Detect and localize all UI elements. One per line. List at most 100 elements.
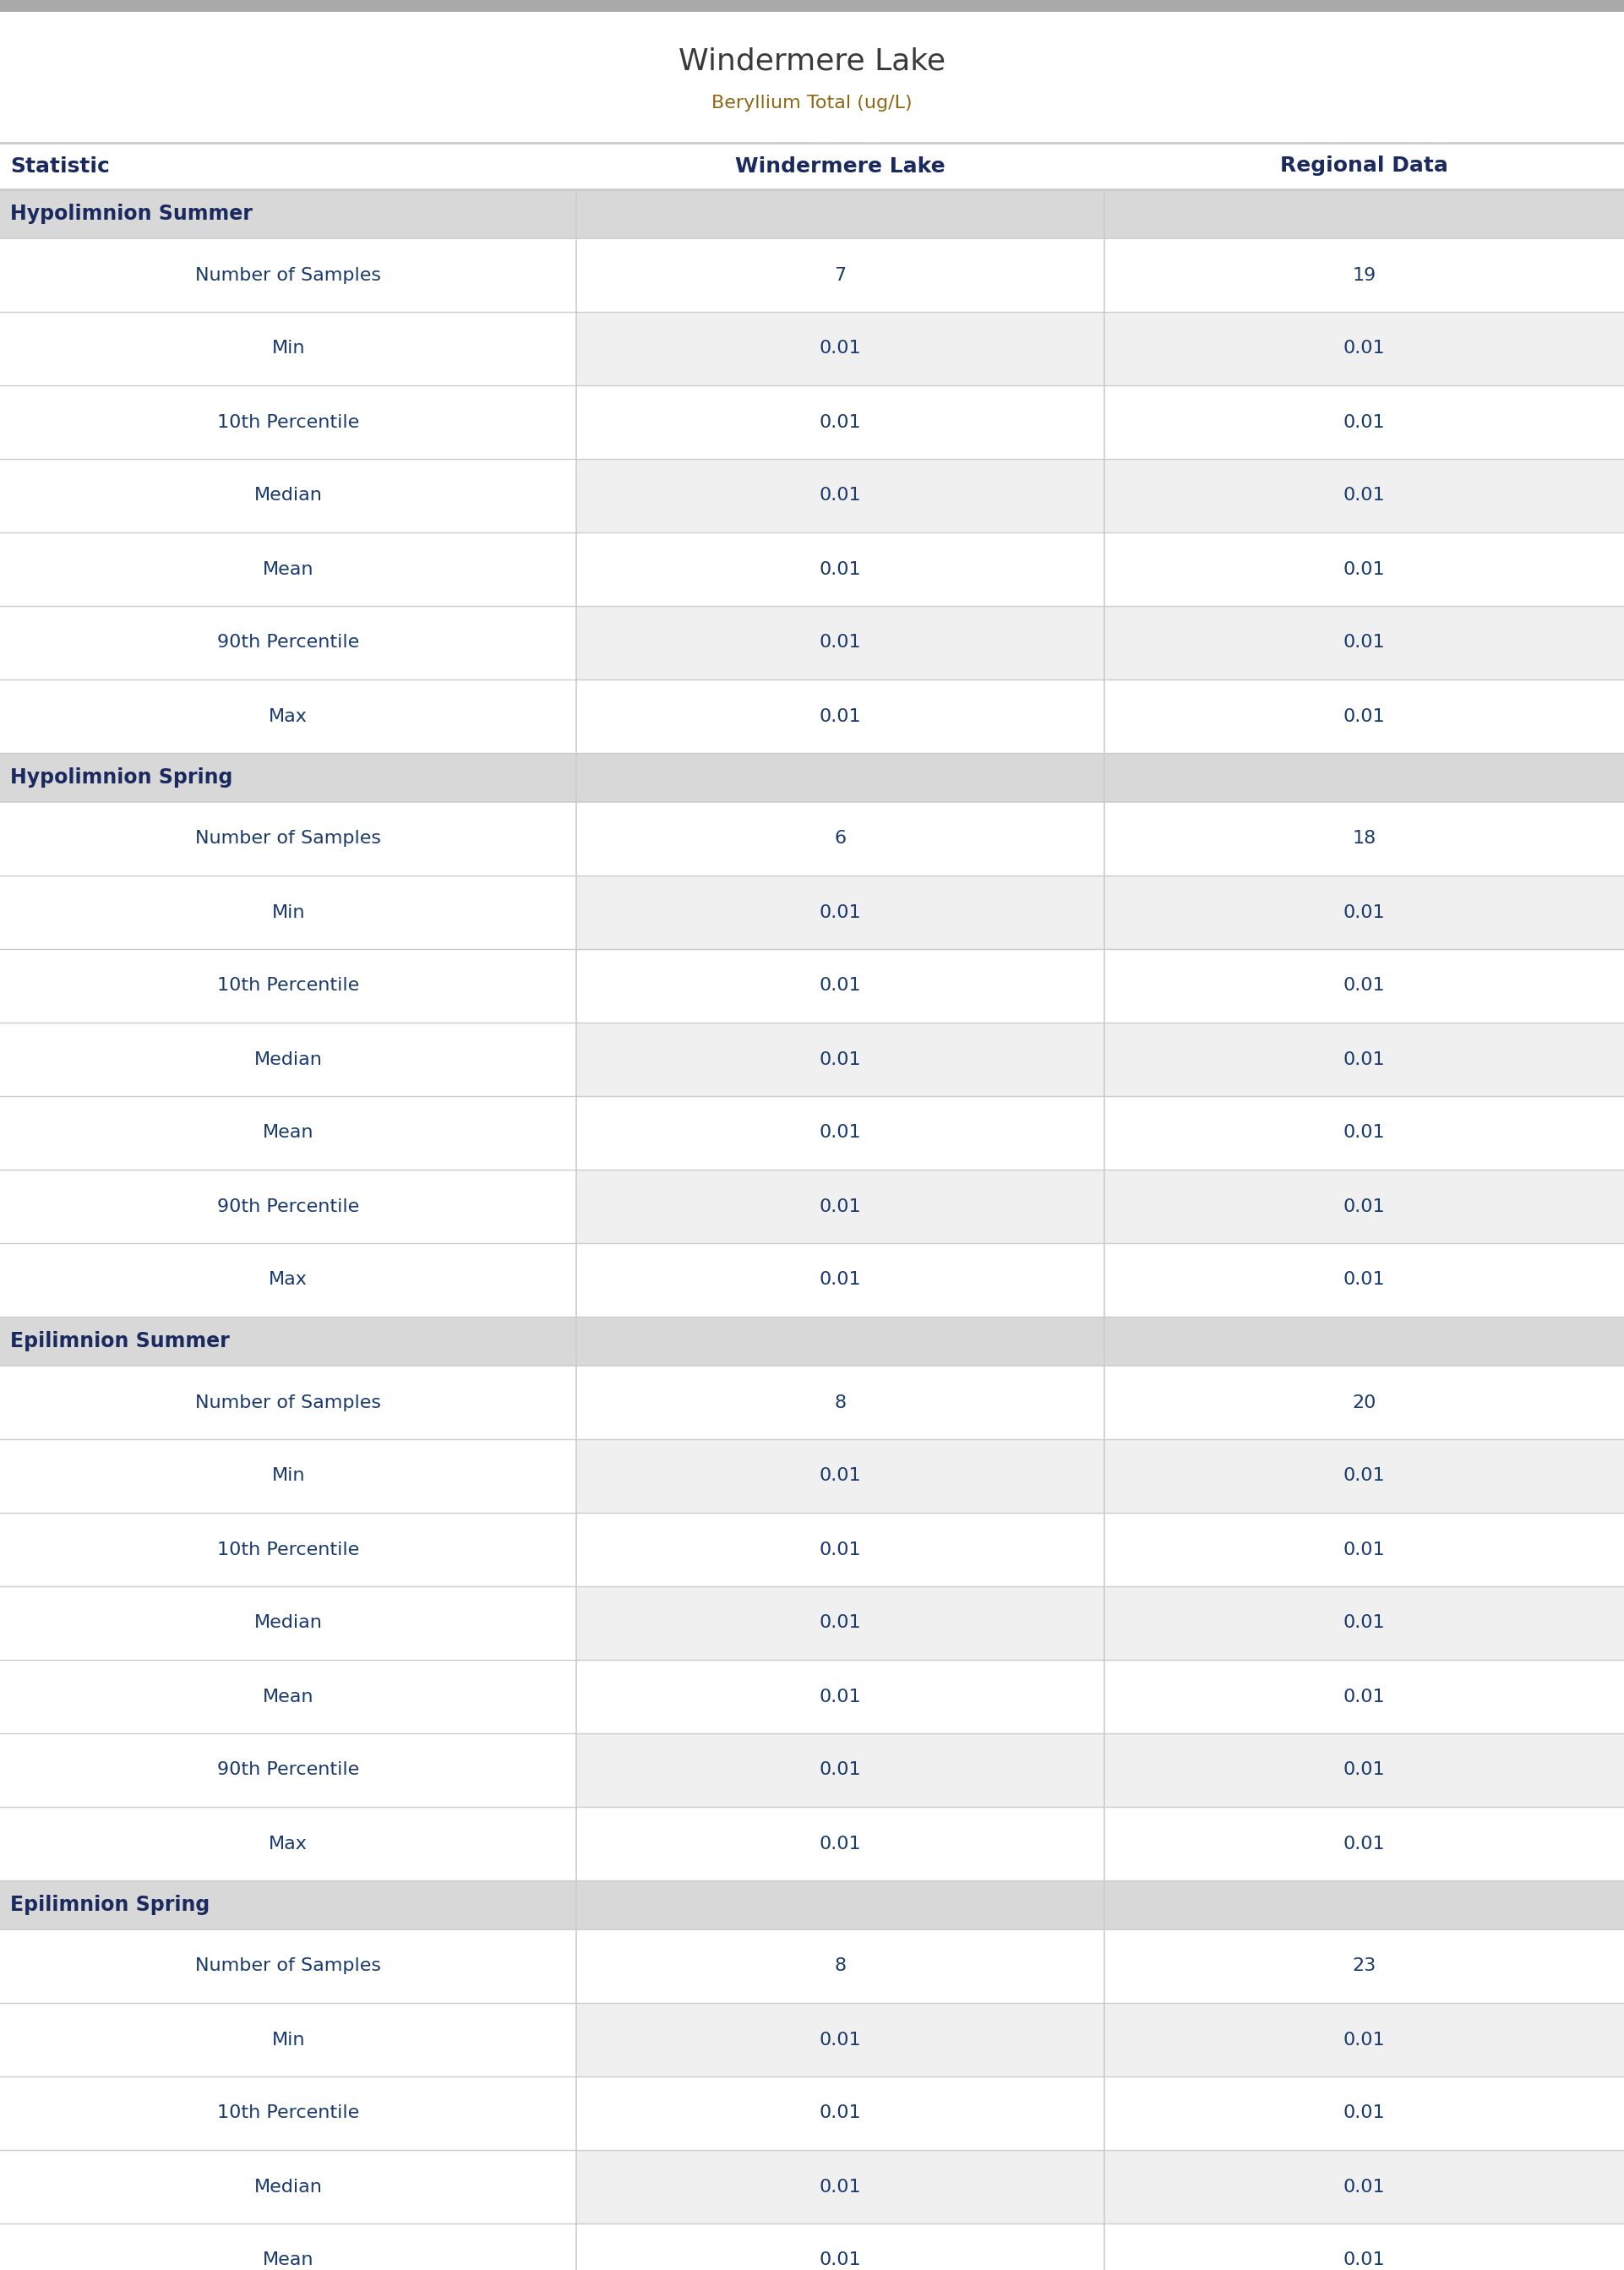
Text: Min: Min bbox=[271, 1469, 305, 1485]
Text: 0.01: 0.01 bbox=[820, 633, 861, 651]
Text: 0.01: 0.01 bbox=[820, 1834, 861, 1852]
Bar bbox=[577, 1512, 1624, 1587]
Bar bbox=[577, 2150, 1624, 2225]
Text: Regional Data: Regional Data bbox=[1280, 157, 1449, 177]
Bar bbox=[577, 1096, 1624, 1169]
Bar bbox=[577, 459, 1624, 533]
Text: 0.01: 0.01 bbox=[820, 1124, 861, 1142]
Bar bbox=[577, 311, 1624, 386]
Text: 0.01: 0.01 bbox=[820, 1469, 861, 1485]
Text: 0.01: 0.01 bbox=[1343, 1689, 1385, 1705]
Text: 6: 6 bbox=[835, 831, 846, 847]
Text: 20: 20 bbox=[1353, 1394, 1376, 1412]
Text: 0.01: 0.01 bbox=[820, 488, 861, 504]
Text: Epilimnion Spring: Epilimnion Spring bbox=[10, 1895, 209, 1916]
Text: 0.01: 0.01 bbox=[1343, 2104, 1385, 2122]
Bar bbox=[577, 606, 1624, 679]
Text: Beryllium Total (ug/L): Beryllium Total (ug/L) bbox=[711, 95, 913, 111]
Text: 90th Percentile: 90th Percentile bbox=[218, 1762, 359, 1780]
Bar bbox=[577, 876, 1624, 949]
Text: 0.01: 0.01 bbox=[1343, 488, 1385, 504]
Bar bbox=[0, 143, 1624, 188]
Text: 0.01: 0.01 bbox=[1343, 1051, 1385, 1067]
Bar bbox=[577, 1807, 1624, 1880]
Bar bbox=[577, 1022, 1624, 1096]
Text: Number of Samples: Number of Samples bbox=[195, 1957, 382, 1975]
Text: 0.01: 0.01 bbox=[820, 561, 861, 577]
Text: Windermere Lake: Windermere Lake bbox=[736, 157, 945, 177]
Bar bbox=[577, 1169, 1624, 1244]
Bar bbox=[0, 11, 1624, 143]
Text: 0.01: 0.01 bbox=[820, 1051, 861, 1067]
Text: 10th Percentile: 10th Percentile bbox=[218, 413, 359, 431]
Text: 0.01: 0.01 bbox=[1343, 2252, 1385, 2268]
Text: Statistic: Statistic bbox=[10, 157, 110, 177]
Bar bbox=[577, 1367, 1624, 1439]
Text: 90th Percentile: 90th Percentile bbox=[218, 1199, 359, 1214]
Text: 8: 8 bbox=[835, 1957, 846, 1975]
Bar bbox=[577, 949, 1624, 1022]
Text: Min: Min bbox=[271, 2032, 305, 2048]
Bar bbox=[577, 238, 1624, 311]
Bar bbox=[577, 386, 1624, 459]
Text: 0.01: 0.01 bbox=[820, 340, 861, 356]
Text: 0.01: 0.01 bbox=[820, 2104, 861, 2122]
Text: Windermere Lake: Windermere Lake bbox=[679, 48, 945, 75]
Bar bbox=[0, 754, 1624, 801]
Bar bbox=[0, 1317, 1624, 1367]
Text: Mean: Mean bbox=[263, 1689, 313, 1705]
Text: 0.01: 0.01 bbox=[820, 1271, 861, 1289]
Text: 0.01: 0.01 bbox=[820, 1614, 861, 1632]
Text: 0.01: 0.01 bbox=[820, 2032, 861, 2048]
Text: Max: Max bbox=[270, 708, 307, 724]
Text: 0.01: 0.01 bbox=[820, 1541, 861, 1557]
Text: 0.01: 0.01 bbox=[1343, 1271, 1385, 1289]
Text: Min: Min bbox=[271, 903, 305, 922]
Bar bbox=[577, 2225, 1624, 2270]
Text: 0.01: 0.01 bbox=[820, 978, 861, 994]
Text: Epilimnion Summer: Epilimnion Summer bbox=[10, 1330, 229, 1351]
Text: 0.01: 0.01 bbox=[1343, 1762, 1385, 1780]
Text: Mean: Mean bbox=[263, 561, 313, 577]
Text: 0.01: 0.01 bbox=[1343, 903, 1385, 922]
Text: Number of Samples: Number of Samples bbox=[195, 1394, 382, 1412]
Bar bbox=[0, 1880, 1624, 1930]
Text: 7: 7 bbox=[835, 266, 846, 284]
Bar bbox=[577, 1587, 1624, 1659]
Bar bbox=[577, 801, 1624, 876]
Text: Mean: Mean bbox=[263, 2252, 313, 2268]
Bar bbox=[577, 2002, 1624, 2077]
Text: Median: Median bbox=[253, 2179, 323, 2195]
Text: 10th Percentile: 10th Percentile bbox=[218, 2104, 359, 2122]
Text: 0.01: 0.01 bbox=[1343, 1614, 1385, 1632]
Text: Number of Samples: Number of Samples bbox=[195, 266, 382, 284]
Bar bbox=[0, 188, 1624, 238]
Bar bbox=[577, 1734, 1624, 1807]
Text: 0.01: 0.01 bbox=[1343, 561, 1385, 577]
Bar bbox=[577, 1930, 1624, 2002]
Bar bbox=[577, 533, 1624, 606]
Text: 0.01: 0.01 bbox=[1343, 340, 1385, 356]
Text: Number of Samples: Number of Samples bbox=[195, 831, 382, 847]
Text: 0.01: 0.01 bbox=[1343, 1541, 1385, 1557]
Bar bbox=[577, 1439, 1624, 1512]
Text: 90th Percentile: 90th Percentile bbox=[218, 633, 359, 651]
Text: Max: Max bbox=[270, 1834, 307, 1852]
Text: Median: Median bbox=[253, 1614, 323, 1632]
Text: 8: 8 bbox=[835, 1394, 846, 1412]
Text: 10th Percentile: 10th Percentile bbox=[218, 978, 359, 994]
Text: 0.01: 0.01 bbox=[820, 708, 861, 724]
Text: 19: 19 bbox=[1353, 266, 1376, 284]
Text: 0.01: 0.01 bbox=[1343, 1124, 1385, 1142]
Bar bbox=[0, 0, 1624, 11]
Text: 10th Percentile: 10th Percentile bbox=[218, 1541, 359, 1557]
Text: 0.01: 0.01 bbox=[820, 413, 861, 431]
Text: 0.01: 0.01 bbox=[1343, 633, 1385, 651]
Text: 0.01: 0.01 bbox=[1343, 2032, 1385, 2048]
Text: Max: Max bbox=[270, 1271, 307, 1289]
Text: 23: 23 bbox=[1353, 1957, 1376, 1975]
Bar bbox=[577, 1244, 1624, 1317]
Text: 18: 18 bbox=[1353, 831, 1376, 847]
Text: Median: Median bbox=[253, 488, 323, 504]
Text: 0.01: 0.01 bbox=[820, 903, 861, 922]
